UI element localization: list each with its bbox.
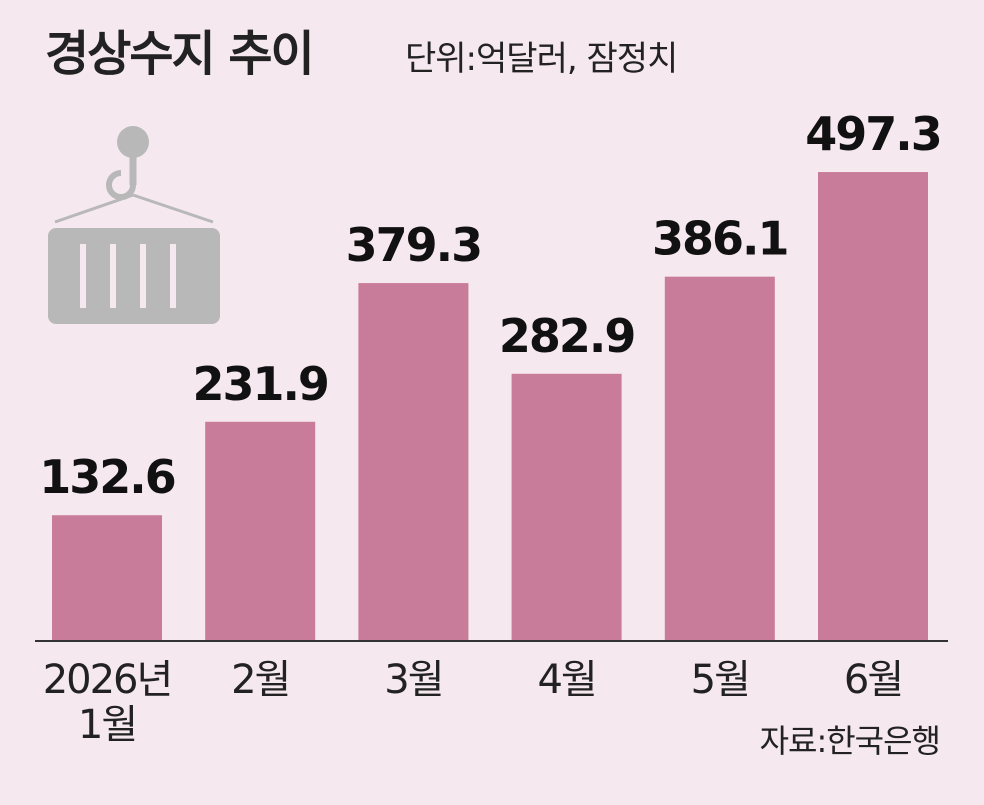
value-label: 386.1 [652, 212, 788, 266]
bar [205, 421, 316, 640]
x-tick-label: 6월 [843, 657, 904, 703]
source-note: 자료:한국은행 [760, 722, 940, 760]
x-tick-label: 3월 [384, 657, 444, 703]
bar [818, 172, 928, 640]
value-label: 497.3 [805, 107, 941, 161]
chart-subtitle: 단위:억달러, 잠정치 [405, 39, 677, 79]
value-label: 231.9 [192, 357, 328, 411]
container-icon [48, 126, 220, 324]
bar [664, 276, 775, 640]
bar [511, 373, 622, 640]
x-tick-label: 2월 [231, 657, 291, 703]
x-tick-label: 2026년 1월 [42, 657, 174, 748]
value-label: 379.3 [346, 218, 482, 272]
bar [358, 283, 469, 640]
value-label: 282.9 [499, 309, 635, 363]
value-label: 132.6 [39, 450, 175, 504]
x-tick-label: 4월 [537, 657, 597, 703]
x-tick-label: 5월 [690, 657, 751, 703]
chart-title: 경상수지 추이 [45, 26, 313, 82]
bar [52, 515, 162, 640]
